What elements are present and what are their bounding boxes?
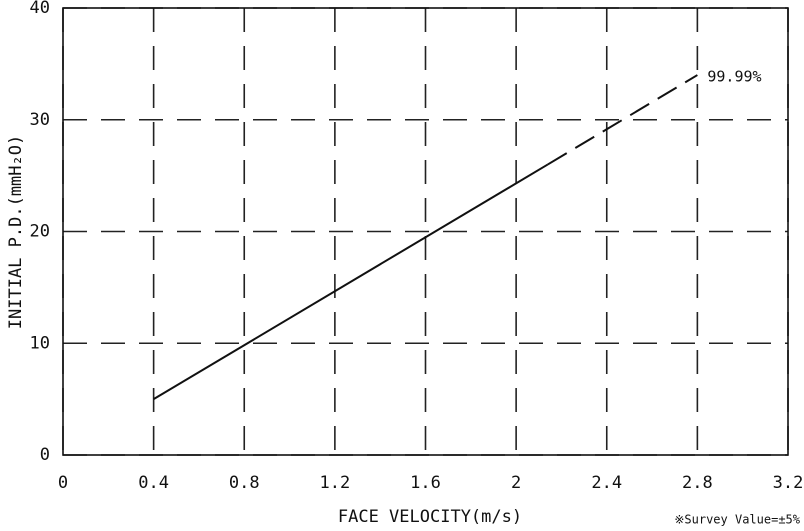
x-tick-label: 1.6: [410, 473, 441, 493]
data-line: [153, 163, 549, 400]
x-axis-label: FACE VELOCITY(m/s): [338, 507, 522, 527]
x-tick-label: 2: [511, 473, 521, 493]
data-line: [547, 74, 698, 166]
x-tick-label: 1.2: [320, 473, 351, 493]
y-axis-label: INITIAL P.D.(mmH₂O): [6, 135, 26, 329]
x-tick-label: 3.2: [773, 473, 804, 493]
y-tick-label: 30: [30, 110, 50, 130]
y-tick-label: 20: [30, 222, 50, 242]
plot-frame: [62, 7, 789, 456]
y-tick-label: 10: [30, 333, 50, 353]
x-tick-label: 0.4: [138, 473, 169, 493]
x-tick-label: 0: [58, 473, 68, 493]
y-tick-label: 0: [40, 445, 50, 465]
x-tick-label: 2.4: [591, 473, 622, 493]
y-tick-label: 40: [30, 0, 50, 18]
x-tick-label: 2.8: [682, 473, 713, 493]
annotation: 99.99%: [707, 68, 761, 86]
note: ※Survey Value=±5%: [674, 513, 800, 527]
x-tick-label: 0.8: [229, 473, 260, 493]
